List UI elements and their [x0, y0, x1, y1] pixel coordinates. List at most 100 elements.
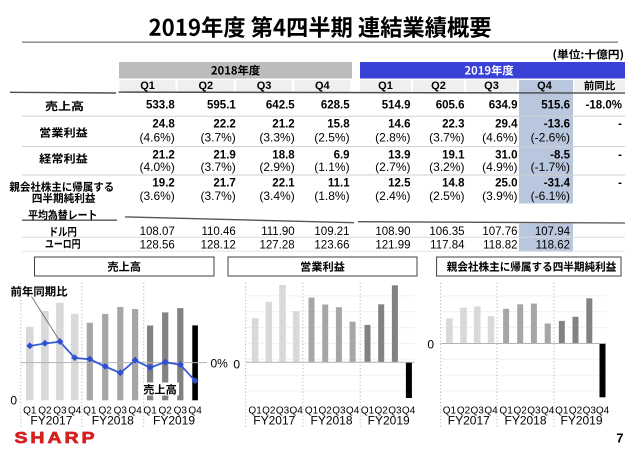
svg-text:FY2018: FY2018 — [504, 414, 546, 428]
svg-text:19.2: 19.2 — [152, 178, 174, 190]
svg-text:(4.9%): (4.9%) — [482, 160, 517, 174]
svg-text:Q3: Q3 — [332, 406, 346, 417]
svg-text:Q2: Q2 — [457, 406, 471, 417]
svg-text:107.94: 107.94 — [535, 226, 571, 238]
svg-text:25.0: 25.0 — [495, 178, 517, 190]
svg-text:128.12: 128.12 — [201, 239, 236, 251]
svg-text:Q1: Q1 — [143, 406, 157, 417]
svg-text:634.9: 634.9 — [489, 100, 518, 112]
svg-text:(3.9%): (3.9%) — [482, 189, 517, 203]
svg-text:-: - — [618, 149, 622, 161]
svg-text:Q2: Q2 — [514, 406, 528, 417]
svg-text:Q3: Q3 — [583, 406, 597, 417]
svg-text:Q4: Q4 — [68, 406, 82, 417]
svg-text:21.2: 21.2 — [272, 118, 294, 130]
svg-text:(3.7%): (3.7%) — [429, 131, 464, 145]
svg-text:19.1: 19.1 — [442, 149, 465, 161]
svg-text:Q3: Q3 — [174, 406, 188, 417]
svg-text:FY2017: FY2017 — [30, 414, 72, 428]
svg-text:14.8: 14.8 — [442, 178, 465, 190]
svg-text:FY2018: FY2018 — [92, 414, 134, 428]
svg-text:(1.1%): (1.1%) — [314, 160, 349, 174]
svg-text:21.2: 21.2 — [152, 149, 174, 161]
svg-text:Q2: Q2 — [38, 406, 52, 417]
svg-text:Q3: Q3 — [471, 406, 485, 417]
svg-text:31.0: 31.0 — [495, 149, 517, 161]
svg-text:(4.6%): (4.6%) — [482, 131, 517, 145]
svg-text:Q3: Q3 — [53, 406, 67, 417]
svg-text:(2.8%): (2.8%) — [375, 131, 410, 145]
svg-text:(2.5%): (2.5%) — [429, 189, 464, 203]
svg-text:Q2: Q2 — [319, 406, 333, 417]
svg-text:Q2: Q2 — [99, 406, 113, 417]
svg-text:Q1: Q1 — [361, 406, 375, 417]
svg-text:-: - — [618, 118, 622, 130]
svg-text:121.99: 121.99 — [375, 239, 410, 251]
svg-text:117.84: 117.84 — [430, 239, 465, 251]
svg-text:Q1: Q1 — [83, 406, 97, 417]
svg-text:106.35: 106.35 — [429, 226, 464, 238]
svg-text:22.1: 22.1 — [272, 178, 295, 190]
svg-text:123.66: 123.66 — [314, 239, 349, 251]
svg-text:Q4: Q4 — [596, 406, 610, 417]
svg-text:24.8: 24.8 — [152, 118, 175, 130]
svg-text:642.5: 642.5 — [266, 100, 295, 112]
svg-text:11.1: 11.1 — [328, 178, 350, 190]
svg-text:14.6: 14.6 — [388, 118, 410, 130]
svg-text:(3.7%): (3.7%) — [200, 160, 235, 174]
svg-text:SHARP: SHARP — [15, 429, 98, 447]
svg-text:Q4: Q4 — [402, 406, 416, 417]
svg-text:0: 0 — [427, 337, 434, 351]
svg-text:Q3: Q3 — [114, 406, 128, 417]
svg-text:Q1: Q1 — [443, 406, 457, 417]
svg-text:(3.6%): (3.6%) — [139, 189, 174, 203]
svg-text:Q3: Q3 — [257, 80, 272, 92]
svg-text:(4.6%): (4.6%) — [139, 131, 174, 145]
svg-text:(2.5%): (2.5%) — [314, 131, 349, 145]
svg-text:(3.2%): (3.2%) — [429, 160, 464, 174]
svg-text:Q1: Q1 — [499, 406, 513, 417]
svg-text:18.8: 18.8 — [272, 149, 295, 161]
svg-text:Q2: Q2 — [159, 406, 173, 417]
svg-text:15.8: 15.8 — [327, 118, 350, 130]
svg-text:-31.4: -31.4 — [544, 178, 571, 190]
svg-text:Q1: Q1 — [378, 80, 393, 92]
svg-text:FY2019: FY2019 — [368, 414, 410, 428]
svg-text:Q2: Q2 — [199, 80, 214, 92]
svg-text:-13.6: -13.6 — [544, 118, 570, 130]
svg-text:7: 7 — [616, 431, 623, 446]
svg-text:107.76: 107.76 — [482, 226, 517, 238]
svg-text:Q3: Q3 — [388, 406, 402, 417]
svg-text:118.82: 118.82 — [483, 239, 517, 251]
svg-text:(3.7%): (3.7%) — [200, 189, 235, 203]
svg-text:515.6: 515.6 — [541, 100, 570, 112]
svg-text:(3.3%): (3.3%) — [259, 131, 294, 145]
svg-text:-18.0%: -18.0% — [586, 100, 622, 112]
svg-text:Q1: Q1 — [248, 406, 262, 417]
svg-text:(3.4%): (3.4%) — [259, 189, 294, 203]
svg-text:Q2: Q2 — [262, 406, 276, 417]
svg-text:0: 0 — [233, 357, 240, 371]
svg-text:Q2: Q2 — [375, 406, 389, 417]
svg-text:Q4: Q4 — [346, 406, 360, 417]
svg-text:118.62: 118.62 — [536, 239, 570, 251]
svg-text:Q2: Q2 — [569, 406, 583, 417]
svg-text:FY2017: FY2017 — [253, 414, 295, 428]
svg-text:Q2: Q2 — [431, 80, 446, 92]
svg-text:127.28: 127.28 — [260, 239, 295, 251]
svg-text:Q4: Q4 — [537, 80, 553, 92]
svg-text:Q4: Q4 — [290, 406, 304, 417]
svg-text:22.3: 22.3 — [442, 118, 464, 130]
svg-text:(2.9%): (2.9%) — [259, 160, 294, 174]
svg-text:29.4: 29.4 — [495, 118, 518, 130]
svg-text:Q1: Q1 — [555, 406, 569, 417]
svg-text:(2.7%): (2.7%) — [375, 160, 410, 174]
svg-text:(3.7%): (3.7%) — [200, 131, 235, 145]
svg-text:595.1: 595.1 — [207, 100, 236, 112]
svg-text:22.2: 22.2 — [213, 118, 235, 130]
svg-text:(-6.1%): (-6.1%) — [531, 189, 570, 203]
svg-text:0%: 0% — [211, 357, 229, 371]
svg-text:111.90: 111.90 — [261, 226, 294, 238]
svg-text:Q4: Q4 — [128, 406, 142, 417]
svg-text:Q1: Q1 — [140, 80, 155, 92]
